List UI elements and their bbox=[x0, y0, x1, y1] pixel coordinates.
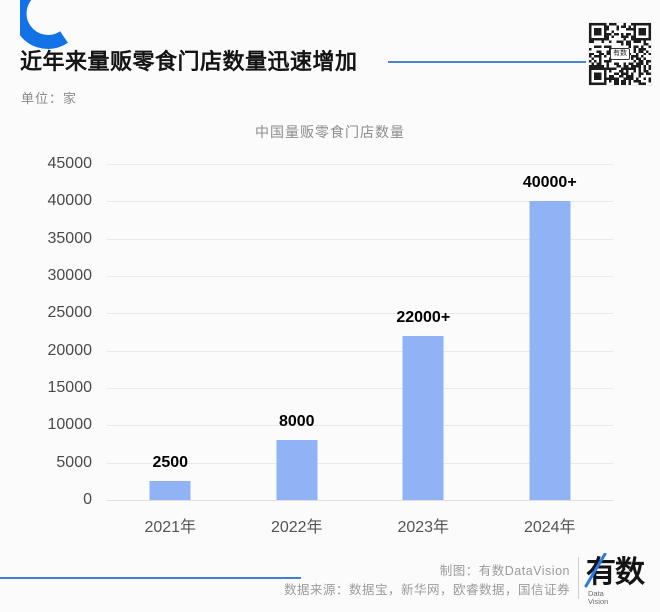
y-tick-label: 25000 bbox=[47, 304, 93, 322]
unit-label: 单位：家 bbox=[21, 91, 78, 106]
y-tick-label: 0 bbox=[83, 491, 92, 508]
bar-value-label: 22000+ bbox=[396, 308, 451, 326]
bar-2021年 bbox=[149, 481, 191, 500]
footer-rule-line bbox=[0, 577, 301, 579]
y-tick-label: 5000 bbox=[56, 453, 92, 471]
y-tick-label: 30000 bbox=[47, 267, 93, 284]
bar-value-label: 8000 bbox=[278, 413, 315, 431]
brand-logo-subtext: Data Vision bbox=[588, 589, 609, 606]
bar-2023年 bbox=[402, 335, 444, 500]
bar-value-label: 2500 bbox=[152, 454, 189, 472]
bar-2022年 bbox=[276, 440, 318, 500]
y-axis: 0 5000 10000 15000 20000 25000 30000 35000 40000… bbox=[0, 155, 93, 508]
x-tick-label: 2023年 bbox=[397, 519, 450, 536]
gridline bbox=[107, 425, 613, 427]
source-line: 数据来源：数据宝，新华网，欧睿数据，国信证券 bbox=[283, 583, 570, 597]
y-tick-label: 10000 bbox=[47, 416, 93, 434]
qr-code: 有数 bbox=[589, 23, 651, 85]
brand-logo-blue-stroke-icon bbox=[584, 553, 607, 588]
plot-area: 2500 2021年 8000 2022年 22000+ 2023年 40000+ 2024年 bbox=[107, 164, 613, 536]
x-tick-label: 2022年 bbox=[270, 519, 323, 536]
bar-value-label: 40000+ bbox=[522, 174, 577, 192]
gridline bbox=[107, 276, 613, 277]
y-tick-label: 35000 bbox=[47, 229, 93, 247]
qr-code-pattern bbox=[589, 23, 651, 85]
y-tick-label: 40000 bbox=[47, 192, 93, 210]
footer-divider bbox=[578, 557, 579, 599]
gridline bbox=[107, 388, 613, 389]
gridline bbox=[107, 164, 613, 165]
gridline bbox=[107, 238, 613, 240]
credit-line: 制图：有数DataVision bbox=[439, 564, 570, 578]
title-rule-line bbox=[388, 61, 586, 63]
bar-2024年 bbox=[529, 201, 571, 500]
gridline bbox=[107, 350, 613, 352]
x-tick-label: 2021年 bbox=[144, 519, 197, 536]
gridline bbox=[107, 201, 613, 203]
corner-arc-decoration bbox=[20, 0, 68, 49]
page-title: 近年来量贩零食门店数量迅速增加 bbox=[20, 49, 358, 74]
brand-logo: 有数 Data Vision bbox=[584, 553, 654, 608]
brand-logo-text: 有数 bbox=[586, 556, 645, 589]
y-tick-label: 15000 bbox=[47, 379, 93, 396]
x-tick-label: 2024年 bbox=[523, 519, 576, 536]
footer-credits: 制图：有数DataVision 数据来源：数据宝，新华网，欧睿数据，国信证券 bbox=[284, 562, 570, 600]
y-tick-label: 45000 bbox=[47, 155, 93, 172]
gridline bbox=[107, 500, 613, 501]
gridline bbox=[107, 313, 613, 315]
gridline bbox=[107, 462, 613, 464]
y-tick-label: 20000 bbox=[47, 341, 93, 359]
qr-center-logo: 有数 bbox=[610, 48, 630, 60]
chart-title: 中国量贩零食门店数量 bbox=[255, 124, 405, 140]
